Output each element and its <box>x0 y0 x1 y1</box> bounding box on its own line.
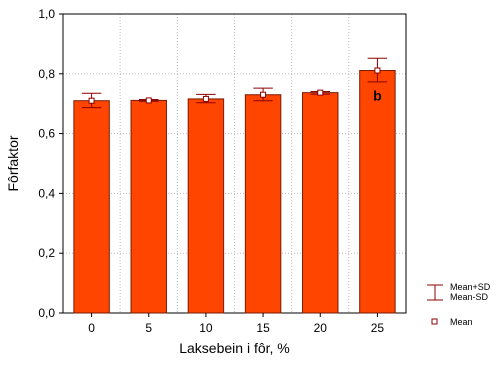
x-axis-title: Laksebein i fôr, % <box>179 340 290 356</box>
y-tick-label: 0,2 <box>38 246 55 260</box>
legend-mean-marker-icon <box>431 318 438 325</box>
legend-label-mean-plus-sd: Mean+SD <box>450 282 491 292</box>
error-bars <box>81 57 388 109</box>
significance-label: b <box>373 88 382 104</box>
y-tick-label: 1,0 <box>38 7 55 21</box>
bar <box>130 99 167 314</box>
bar <box>359 70 396 314</box>
mean-marker <box>145 97 152 104</box>
mean-marker <box>260 91 267 98</box>
y-axis-title: Fôrfaktor <box>5 135 21 191</box>
x-axis-ticks: 0 5 10 15 20 25 <box>88 313 384 335</box>
bar <box>302 92 339 314</box>
grid-lines <box>63 13 406 314</box>
mean-marker <box>374 67 381 74</box>
mean-marker <box>88 97 95 104</box>
annotations: b <box>373 88 382 104</box>
x-tick-label: 10 <box>199 321 213 335</box>
mean-marker <box>202 95 209 102</box>
bar <box>187 98 225 314</box>
bars <box>73 70 396 314</box>
x-tick-label: 5 <box>145 321 152 335</box>
y-tick-label: 0,8 <box>38 67 55 81</box>
y-tick-label: 0,4 <box>38 186 55 200</box>
x-tick-label: 15 <box>256 321 270 335</box>
x-tick-label: 20 <box>314 321 328 335</box>
legend-label-mean-minus-sd: Mean-SD <box>450 292 489 302</box>
x-tick-label: 0 <box>88 321 95 335</box>
mean-marker <box>317 89 324 96</box>
y-tick-label: 0,6 <box>38 127 55 141</box>
bar <box>244 94 282 314</box>
x-tick-label: 25 <box>371 321 385 335</box>
y-axis-ticks: 0,0 0,2 0,4 0,6 0,8 1,0 <box>38 7 63 320</box>
legend: Mean+SD Mean-SD Mean <box>427 282 491 327</box>
y-tick-label: 0,0 <box>38 306 55 320</box>
bar <box>73 100 110 314</box>
plot-frame <box>62 13 407 314</box>
legend-label-mean: Mean <box>450 317 473 327</box>
